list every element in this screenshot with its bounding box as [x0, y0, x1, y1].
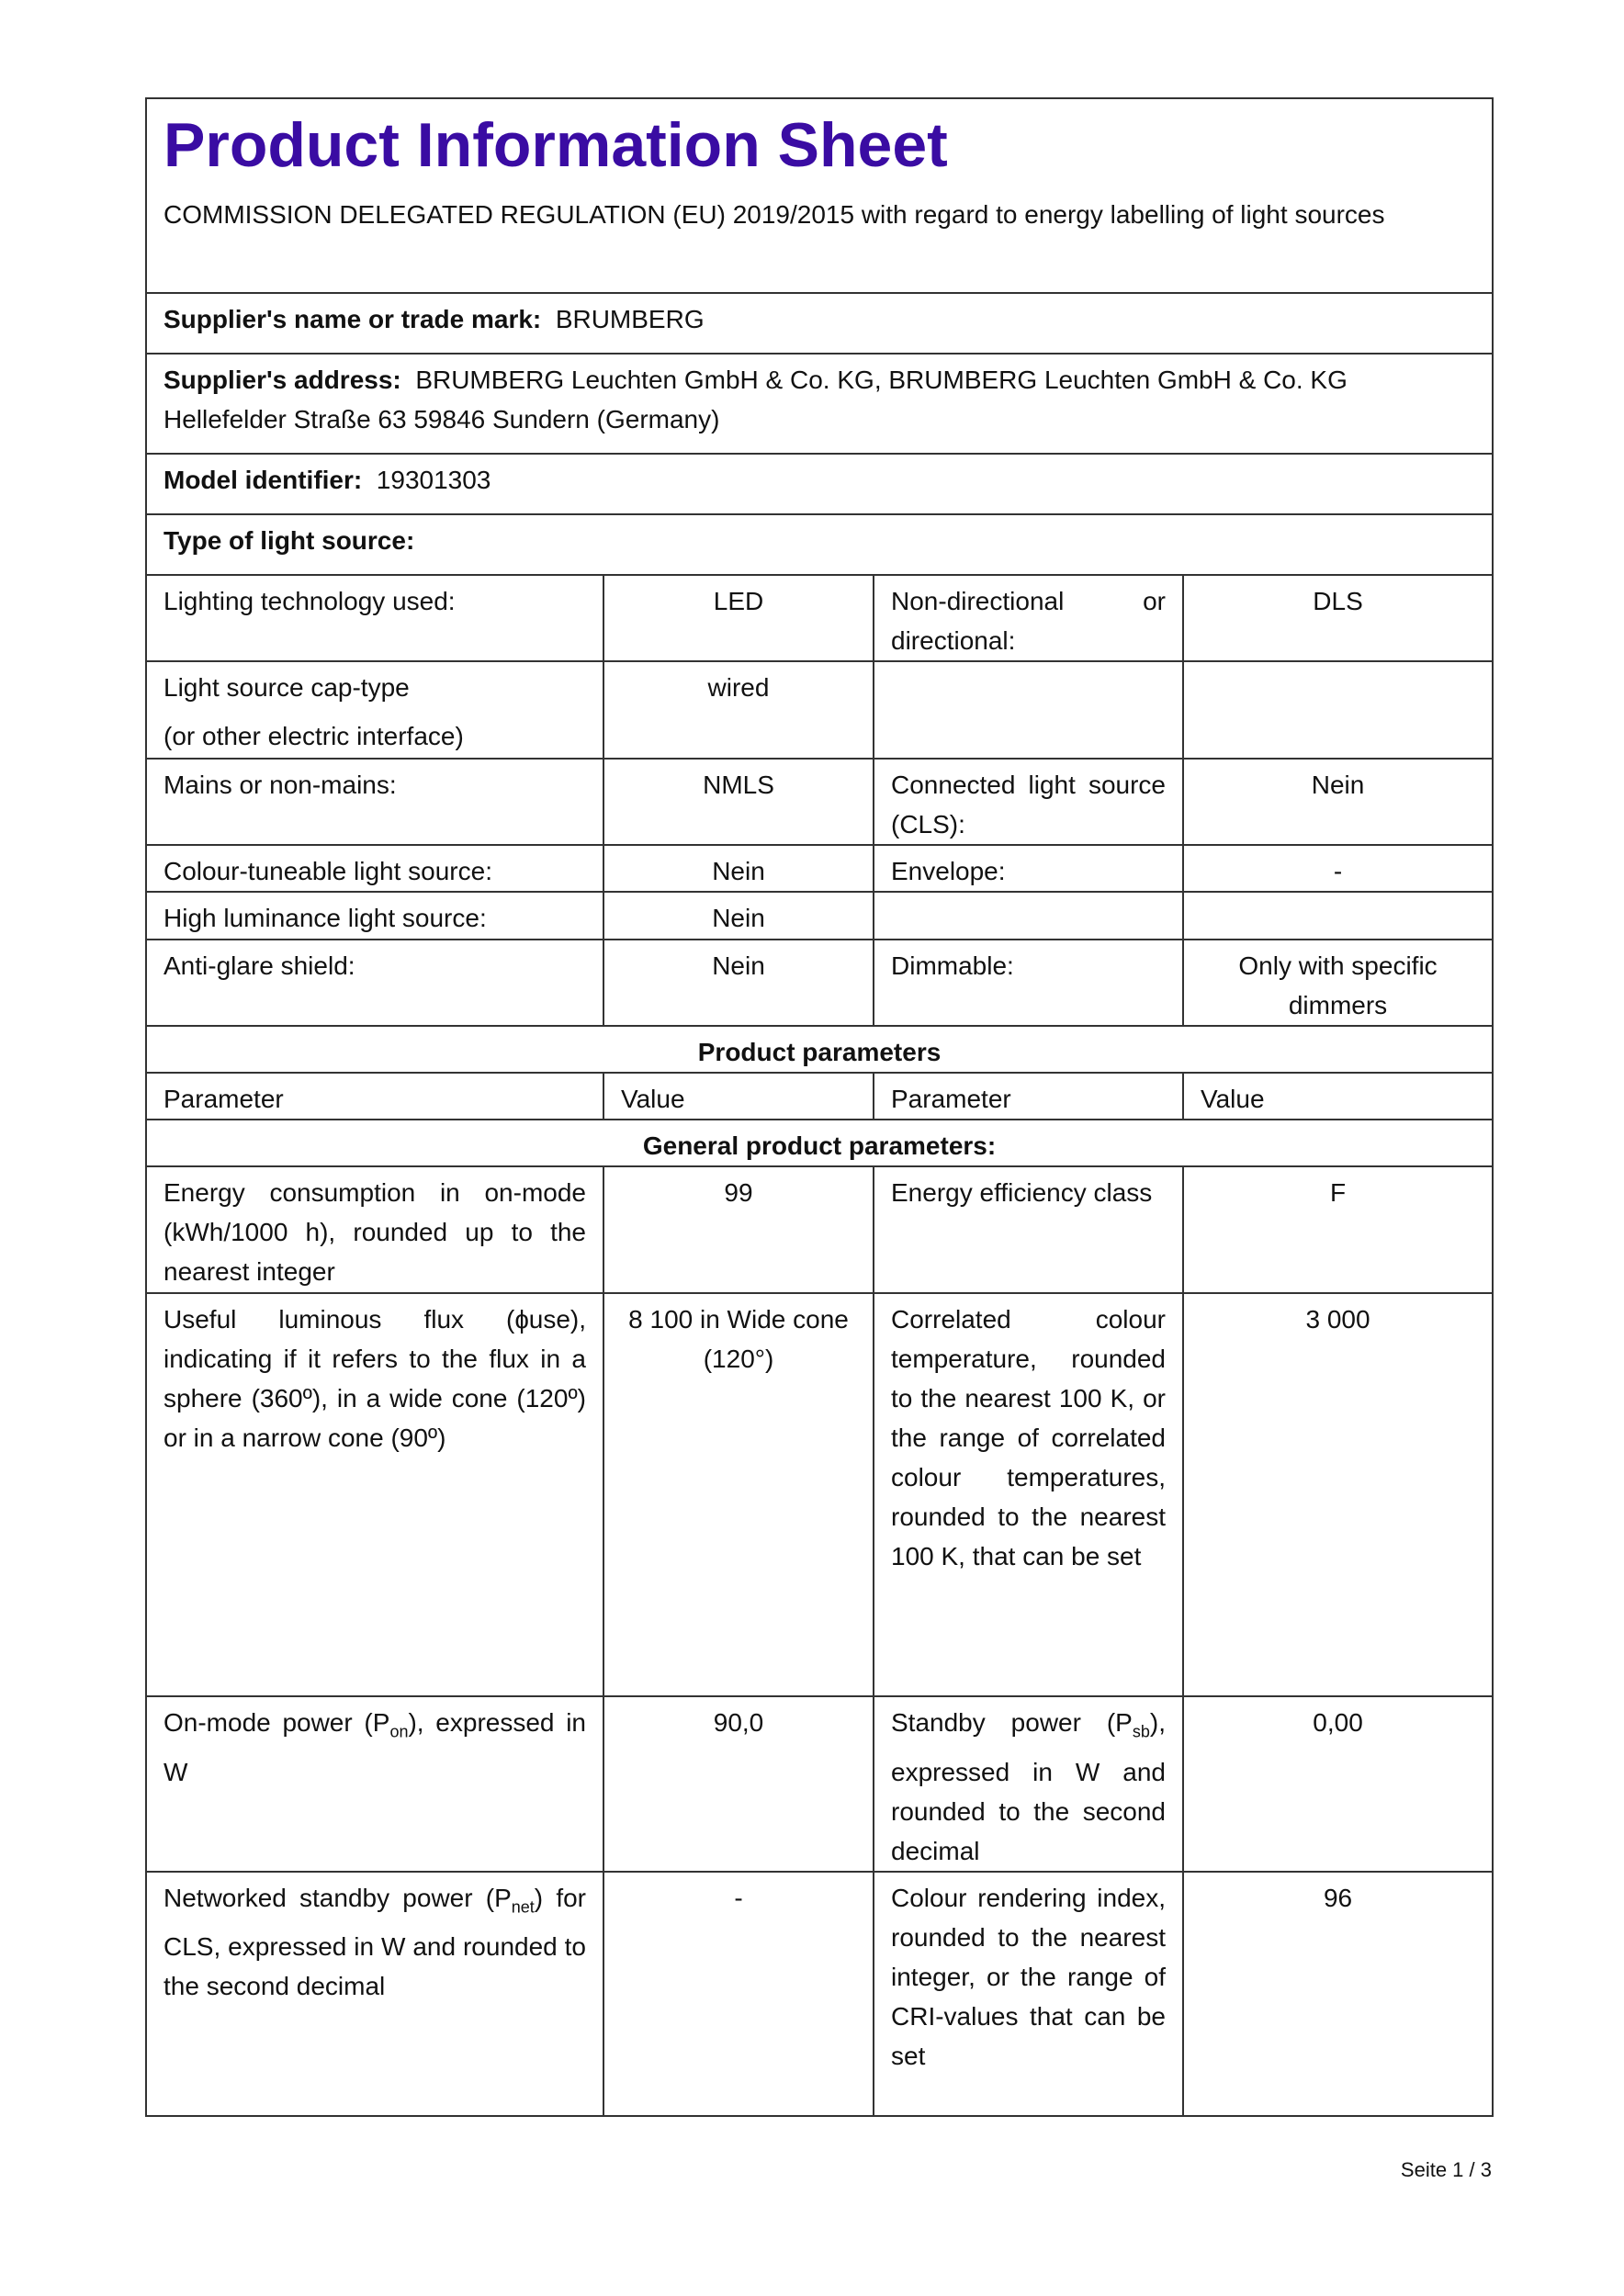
type-heading: Type of light source: [144, 513, 1494, 576]
table-row: Energy consumption in on-mode (kWh/1000 … [145, 1165, 1494, 1294]
product-info-table: Product Information Sheet COMMISSION DEL… [144, 97, 1494, 2117]
supplier-name: BRUMBERG [555, 305, 705, 333]
table-row: Colour-tuneable light source: Nein Envelo… [145, 844, 1494, 893]
table-row: Networked standby power (Pnet) for CLS, … [145, 1870, 1494, 2117]
table-row: On-mode power (Pon), expressed in W 90,0… [145, 1695, 1494, 1873]
supplier-address: BRUMBERG Leuchten GmbH & Co. KG, BRUMBER… [164, 366, 1348, 433]
model-row: Model identifier: 19301303 [144, 453, 1494, 515]
table-row: Useful luminous flux (ɸuse), indicating … [145, 1292, 1494, 1697]
table-row: Mains or non-mains: NMLS Connected light … [145, 758, 1494, 846]
model-identifier: 19301303 [376, 466, 491, 494]
table-row: Light source cap-type (or other electric … [145, 660, 1494, 760]
general-parameters-heading: General product parameters: [144, 1119, 1494, 1167]
regulation-subtitle: COMMISSION DELEGATED REGULATION (EU) 201… [164, 200, 1385, 229]
product-parameters-heading: Product parameters [144, 1025, 1494, 1074]
header-cell: Product Information Sheet COMMISSION DEL… [144, 97, 1494, 294]
supplier-name-row: Supplier's name or trade mark: BRUMBERG [144, 292, 1494, 355]
table-row: Lighting technology used: LED Non-directi… [145, 574, 1494, 662]
supplier-address-row: Supplier's address: BRUMBERG Leuchten Gm… [144, 353, 1494, 455]
table-row: High luminance light source: Nein [145, 891, 1494, 940]
page-title: Product Information Sheet [164, 110, 948, 180]
table-row: Anti-glare shield: Nein Dimmable: Only wit… [145, 939, 1494, 1027]
column-header-row: Parameter Value Parameter Value [145, 1072, 1494, 1120]
page-number: Seite 1 / 3 [1400, 2158, 1492, 2181]
